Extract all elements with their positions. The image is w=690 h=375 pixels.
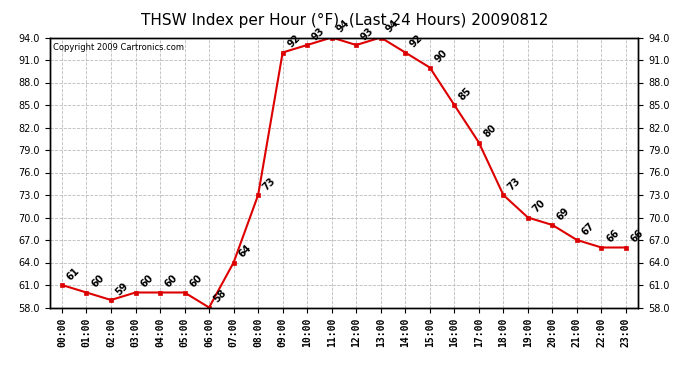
Text: 85: 85 (457, 86, 474, 102)
Text: 80: 80 (482, 123, 498, 140)
Text: 90: 90 (433, 48, 449, 65)
Text: 64: 64 (237, 243, 253, 260)
Text: Copyright 2009 Cartronics.com: Copyright 2009 Cartronics.com (52, 43, 184, 52)
Text: 73: 73 (261, 176, 277, 192)
Text: 60: 60 (163, 273, 179, 290)
Text: 93: 93 (359, 26, 375, 42)
Text: 92: 92 (408, 33, 424, 50)
Text: THSW Index per Hour (°F)  (Last 24 Hours) 20090812: THSW Index per Hour (°F) (Last 24 Hours)… (141, 13, 549, 28)
Text: 70: 70 (531, 198, 547, 215)
Text: 60: 60 (188, 273, 204, 290)
Text: 59: 59 (114, 280, 130, 297)
Text: 58: 58 (212, 288, 228, 305)
Text: 93: 93 (310, 26, 326, 42)
Text: 60: 60 (138, 273, 155, 290)
Text: 61: 61 (65, 266, 81, 282)
Text: 66: 66 (604, 228, 621, 245)
Text: 94: 94 (384, 18, 400, 35)
Text: 92: 92 (286, 33, 302, 50)
Text: 69: 69 (555, 206, 572, 222)
Text: 94: 94 (335, 18, 351, 35)
Text: 73: 73 (506, 176, 523, 192)
Text: 66: 66 (629, 228, 645, 245)
Text: 60: 60 (89, 273, 106, 290)
Text: 67: 67 (580, 220, 596, 237)
